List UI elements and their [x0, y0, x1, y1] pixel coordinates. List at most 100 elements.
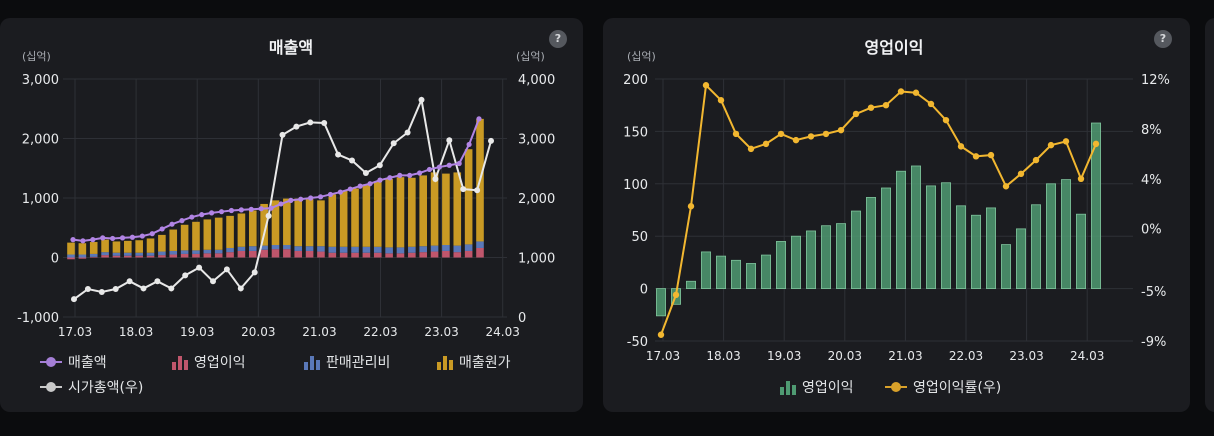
- revenue-point: [377, 177, 383, 183]
- operating-profit-bar: [790, 235, 801, 289]
- sga-bar: [476, 241, 484, 248]
- market-cap-point: [404, 129, 411, 136]
- legend-item-revenue[interactable]: 매출액: [40, 352, 107, 372]
- y-tick-label: -50: [627, 335, 648, 350]
- sga-bar: [226, 247, 234, 253]
- operating-margin-point: [687, 203, 695, 210]
- operating-margin-point: [702, 82, 710, 89]
- market-cap-point: [251, 269, 258, 276]
- legend-item-market-cap[interactable]: 시가총액(우): [40, 377, 143, 397]
- market-cap-point: [182, 272, 189, 279]
- market-cap-point: [460, 186, 467, 193]
- x-tick-label: 23.03: [1009, 349, 1043, 363]
- operating-profit-bar: [985, 207, 996, 290]
- market-cap-point: [223, 266, 230, 273]
- operating-profit-bar: [305, 250, 314, 258]
- cogs-bar: [373, 181, 382, 247]
- cogs-bar: [78, 243, 87, 255]
- sga-bar: [294, 246, 303, 251]
- x-tick-label: 22.03: [949, 349, 983, 363]
- revenue-point: [119, 235, 126, 241]
- x-tick-label: 19.03: [767, 349, 801, 363]
- x-tick-label: 20.03: [241, 325, 275, 339]
- y-tick-label: -1,000: [17, 311, 59, 326]
- y2-tick-label: 4,000: [518, 73, 555, 88]
- operating-profit-bar: [453, 252, 462, 258]
- legend-item-operating-profit[interactable]: 영업이익: [780, 377, 854, 397]
- legend-item-sga[interactable]: 판매관리비: [304, 352, 390, 372]
- revenue-point: [317, 194, 324, 200]
- cogs-bar: [260, 203, 268, 246]
- cogs-bar: [226, 215, 234, 248]
- operating-profit-bar: [408, 252, 416, 258]
- market-cap-point: [321, 120, 328, 127]
- revenue-point: [258, 206, 264, 212]
- sga-bar: [385, 247, 393, 254]
- revenue-panel: ? 매출액 (십억) (십억) 3,000 4,000 2,000 3,000 1,000 2,…: [0, 18, 583, 412]
- legend-label: 판매관리비: [326, 355, 391, 371]
- cogs-bar: [385, 178, 393, 248]
- operating-margin-point: [807, 133, 815, 140]
- revenue-point: [337, 189, 343, 195]
- market-cap-point: [307, 119, 314, 126]
- revenue-point: [159, 226, 165, 232]
- cogs-bar: [351, 188, 359, 247]
- revenue-point: [238, 207, 244, 213]
- help-icon[interactable]: ?: [549, 30, 567, 48]
- revenue-point: [407, 172, 413, 178]
- operating-margin-point: [747, 145, 755, 153]
- legend-bar-icon: [172, 354, 188, 370]
- operating-profit-bar: [214, 253, 223, 258]
- operating-profit-bar: [805, 230, 816, 290]
- operating-margin-point: [942, 116, 950, 124]
- revenue-point: [476, 116, 482, 122]
- y2-tick-label: 12%: [1141, 73, 1170, 88]
- operating-margin-point: [762, 140, 770, 148]
- sga-bar: [124, 252, 132, 256]
- y-tick-label: 0: [640, 283, 648, 298]
- operating-profit-bar: [203, 253, 212, 258]
- market-cap-point: [154, 278, 161, 285]
- sga-bar: [396, 247, 405, 254]
- cogs-bar: [453, 172, 462, 246]
- sga-bar: [305, 246, 314, 251]
- operating-profit-chart: 영업이익 (십억) 200 150 100 50 0 -50 12% 8% 4% 0% -5% -9% 17…: [623, 38, 1170, 363]
- market-cap-point: [71, 296, 77, 303]
- legend-item-operating-margin[interactable]: 영업이익률(우): [885, 377, 1001, 397]
- operating-profit-bar: [396, 253, 405, 258]
- market-cap-point: [293, 123, 300, 130]
- legend-item-cogs[interactable]: 매출원가: [437, 352, 511, 372]
- y-tick-label: 1,000: [22, 192, 59, 207]
- legend-bar-icon: [780, 379, 796, 395]
- operating-profit-bar: [158, 255, 166, 258]
- revenue-point: [90, 237, 96, 243]
- sga-bar: [464, 244, 473, 251]
- operating-profit-panel: ? 영업이익 (십억) 200 150 100 50 0 -50 12% 8% 4% 0% -5% -9%…: [603, 18, 1190, 412]
- x-tick-label: 24.03: [1070, 349, 1104, 363]
- sga-bar: [260, 245, 268, 250]
- right-axis-unit: (십억): [516, 50, 545, 63]
- cogs-bar: [192, 221, 200, 251]
- sga-bar: [112, 252, 121, 256]
- market-cap-point: [279, 131, 286, 138]
- revenue-point: [456, 160, 462, 167]
- legend-label: 매출액: [68, 355, 107, 371]
- legend-label: 매출원가: [459, 355, 511, 371]
- operating-margin-point: [987, 151, 995, 159]
- cogs-bar: [135, 240, 143, 253]
- operating-margin-point: [882, 102, 890, 109]
- cogs-bar: [464, 149, 473, 245]
- chart-title: 영업이익: [865, 38, 924, 57]
- operating-margin-point: [672, 291, 680, 299]
- operating-profit-bar: [656, 288, 667, 317]
- help-icon[interactable]: ?: [1154, 30, 1172, 48]
- operating-margin-point: [867, 104, 875, 111]
- sga-bar: [101, 252, 109, 256]
- revenue-point: [387, 175, 393, 181]
- revenue-point: [218, 209, 225, 215]
- market-cap-point: [140, 285, 147, 292]
- operating-profit-bar: [328, 252, 337, 258]
- revenue-point: [308, 195, 314, 201]
- legend-item-operating-profit[interactable]: 영업이익: [172, 352, 246, 372]
- y2-tick-label: -5%: [1141, 285, 1166, 300]
